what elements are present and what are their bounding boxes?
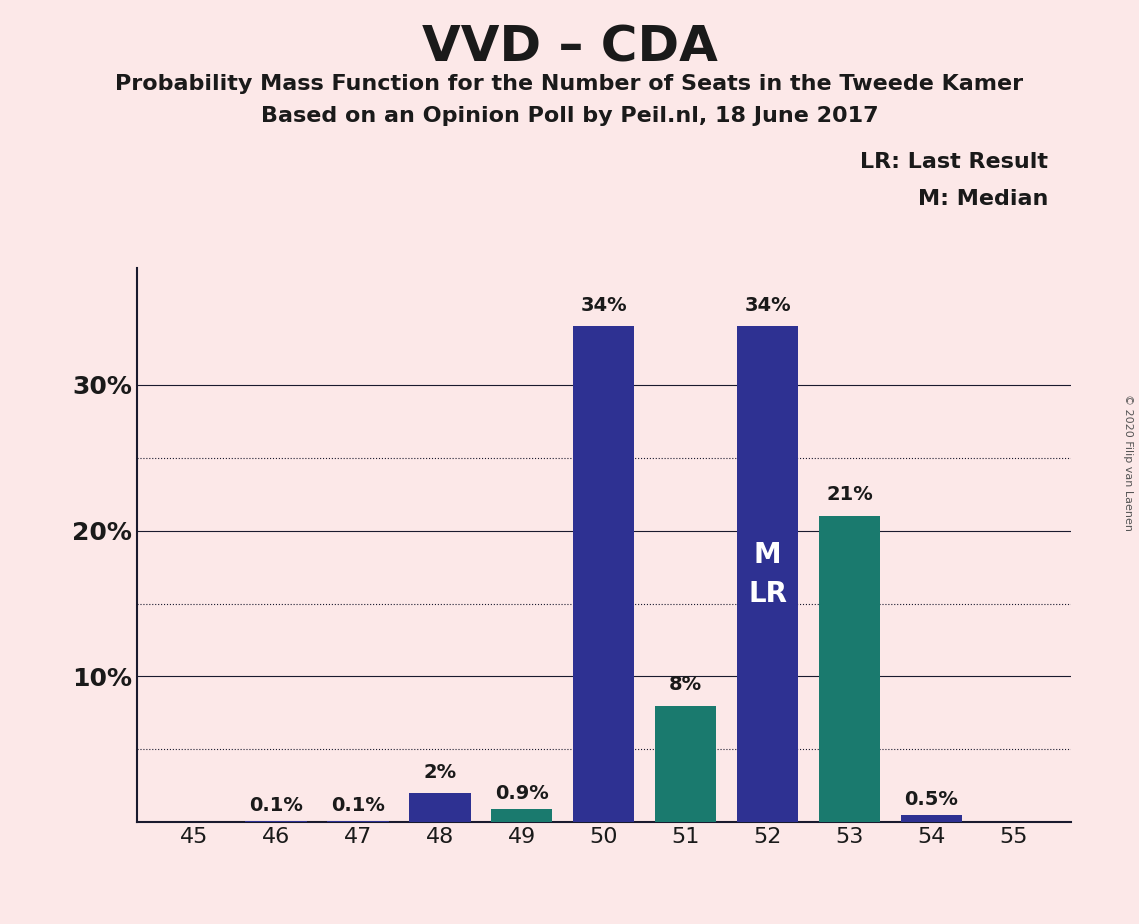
Text: Probability Mass Function for the Number of Seats in the Tweede Kamer: Probability Mass Function for the Number… <box>115 74 1024 94</box>
Bar <box>491 809 552 822</box>
Text: VVD – CDA: VVD – CDA <box>421 23 718 71</box>
Text: 0.9%: 0.9% <box>494 784 549 803</box>
Text: 21%: 21% <box>826 485 872 505</box>
Text: LR: Last Result: LR: Last Result <box>860 152 1048 173</box>
Bar <box>655 706 716 822</box>
Text: 34%: 34% <box>581 296 626 315</box>
Text: M: Median: M: Median <box>918 189 1048 210</box>
Bar <box>819 516 880 822</box>
Text: 8%: 8% <box>669 675 702 694</box>
Text: Based on an Opinion Poll by Peil.nl, 18 June 2017: Based on an Opinion Poll by Peil.nl, 18 … <box>261 106 878 127</box>
Text: 0.1%: 0.1% <box>331 796 385 815</box>
Bar <box>573 326 634 822</box>
Text: 0.5%: 0.5% <box>904 790 958 809</box>
Bar <box>245 821 306 822</box>
Text: © 2020 Filip van Laenen: © 2020 Filip van Laenen <box>1123 394 1133 530</box>
Bar <box>737 326 798 822</box>
Bar <box>409 793 470 822</box>
Text: 2%: 2% <box>424 762 457 782</box>
Text: 0.1%: 0.1% <box>249 796 303 815</box>
Text: 34%: 34% <box>744 296 790 315</box>
Text: M
LR: M LR <box>748 541 787 608</box>
Bar <box>901 815 962 822</box>
Bar <box>327 821 388 822</box>
